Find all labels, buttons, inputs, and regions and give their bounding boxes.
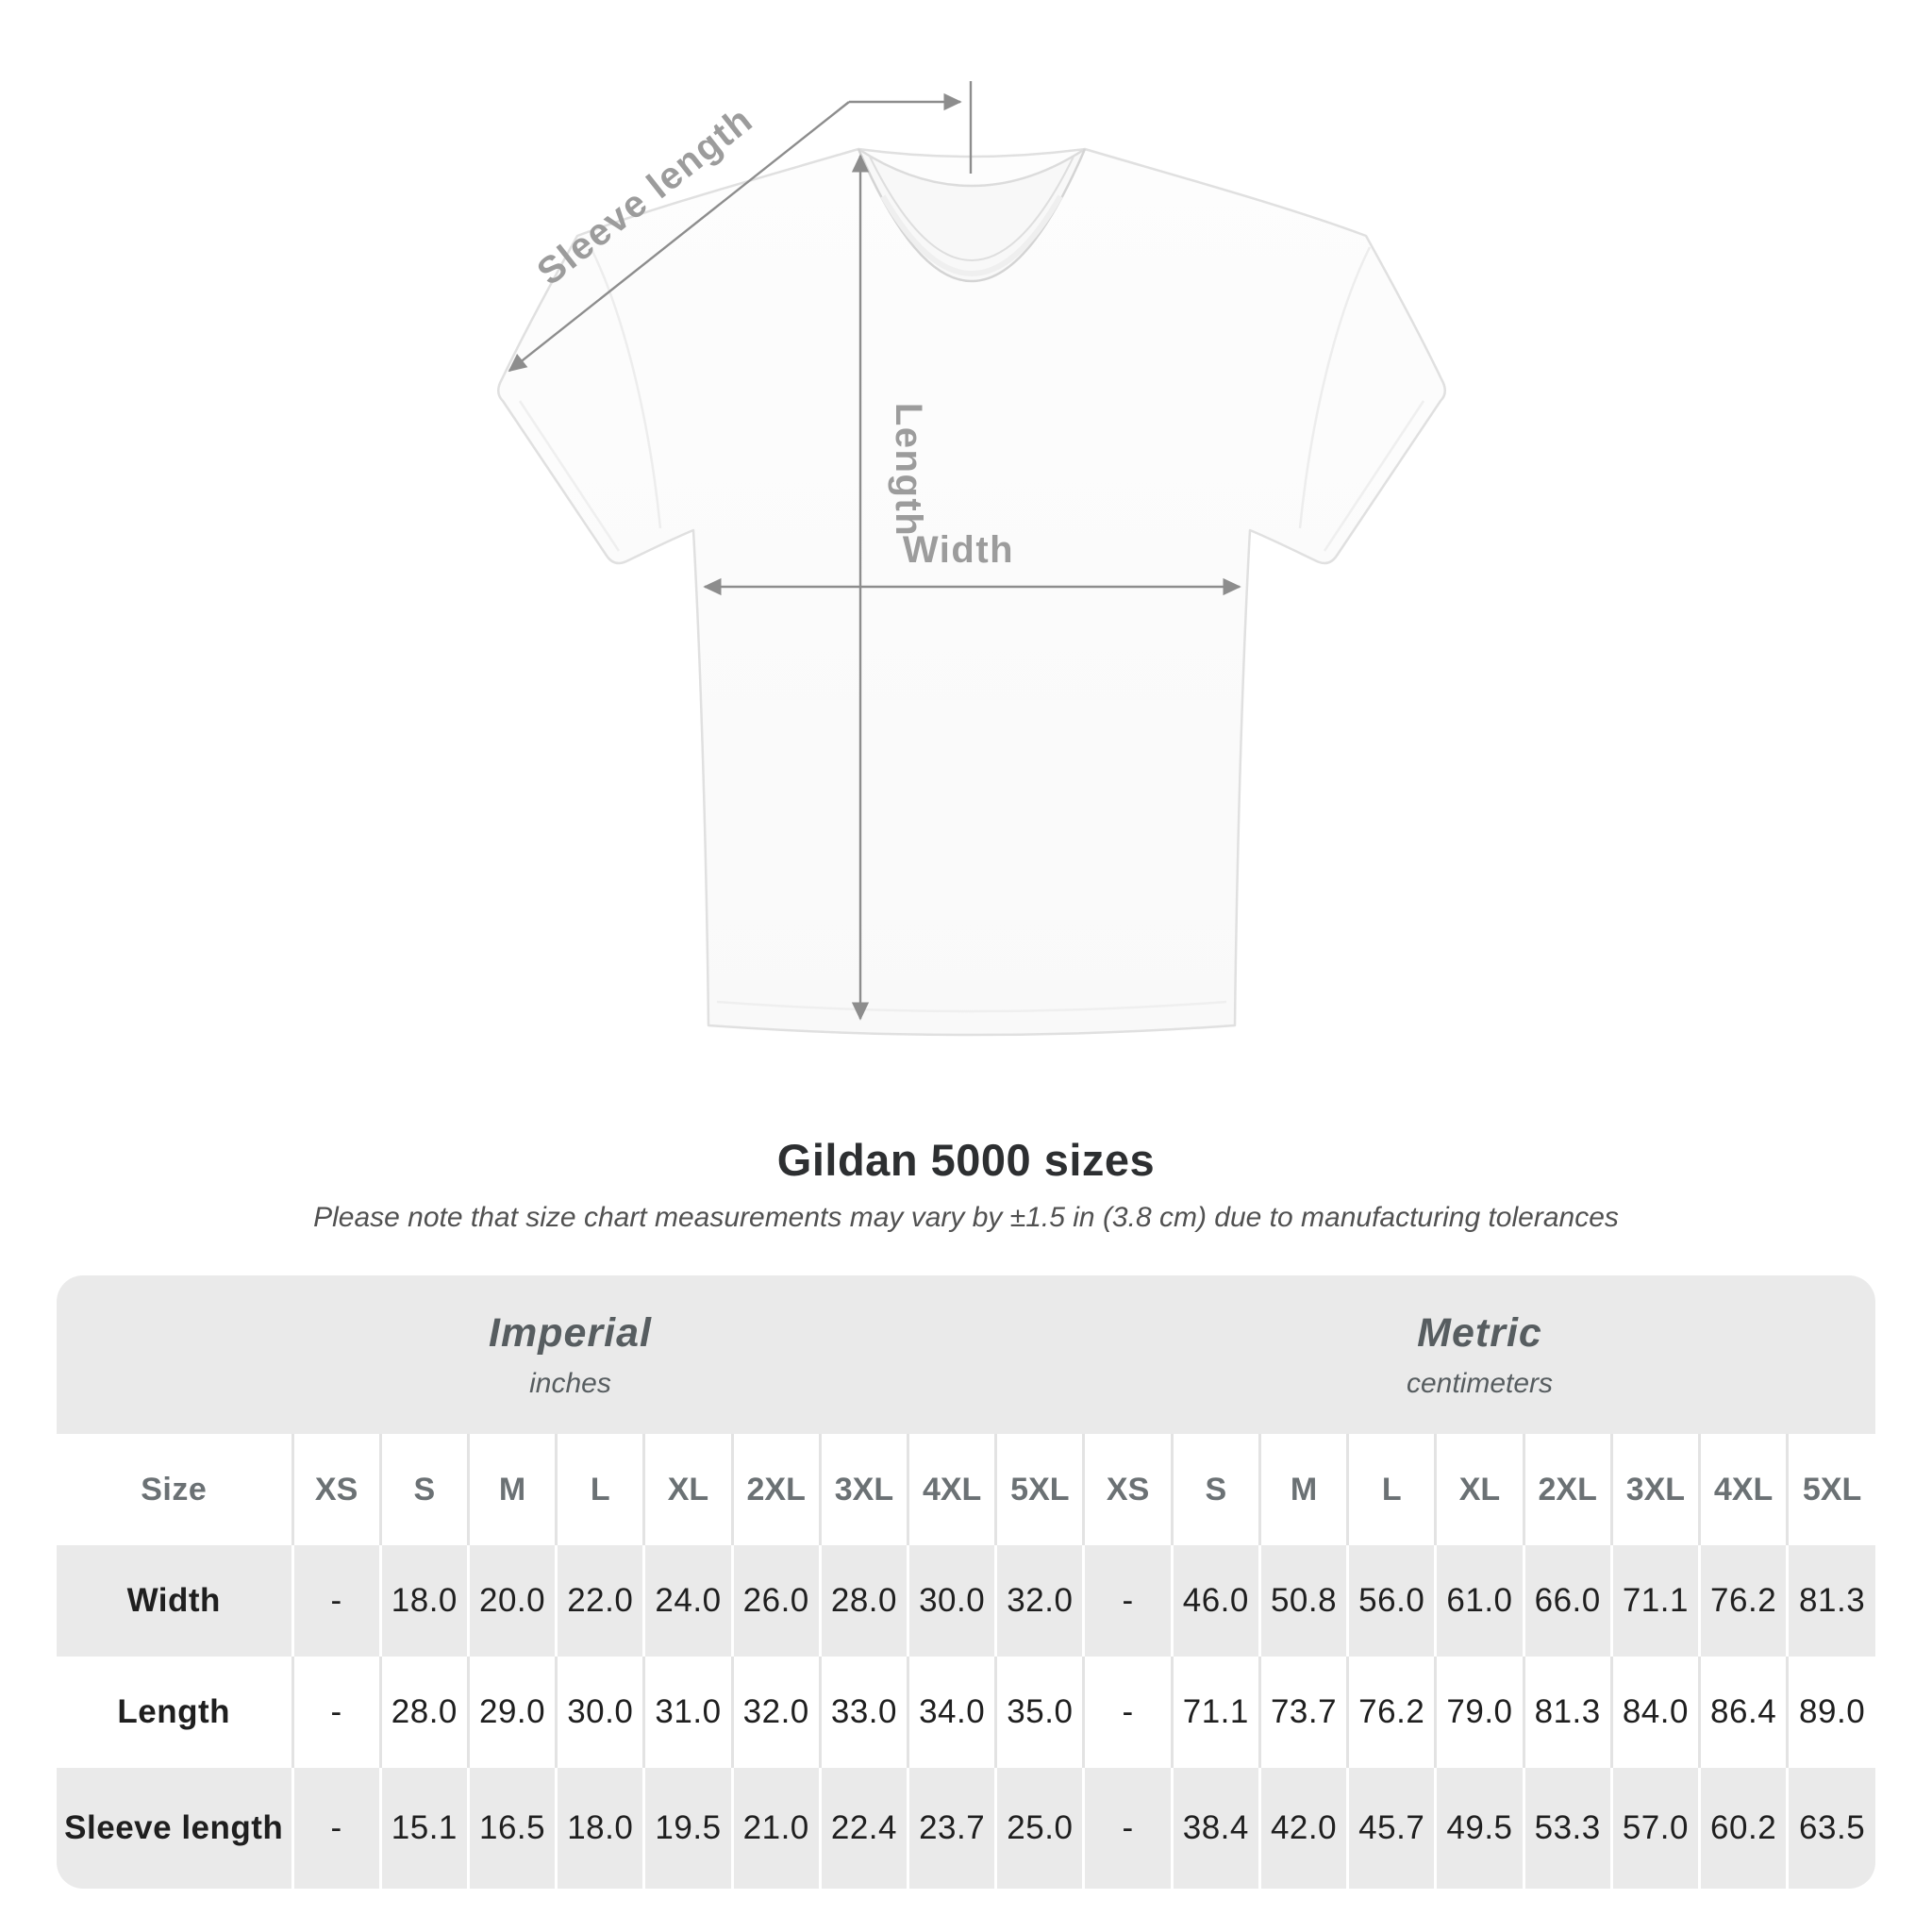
value-cell: 29.0 xyxy=(466,1657,557,1768)
size-header-label: Size xyxy=(57,1434,292,1545)
value-cell: 71.1 xyxy=(1170,1657,1260,1768)
metric-unit: centimeters xyxy=(1406,1367,1554,1399)
value-cell: 84.0 xyxy=(1609,1657,1700,1768)
value-cell: 24.0 xyxy=(642,1545,733,1657)
value-cell: 46.0 xyxy=(1170,1545,1260,1657)
value-cell: 61.0 xyxy=(1434,1545,1524,1657)
row-label: Length xyxy=(57,1657,292,1768)
size-col-header: L xyxy=(555,1434,644,1545)
value-cell: 86.4 xyxy=(1697,1657,1788,1768)
tshirt-graphic xyxy=(497,147,1446,1037)
size-col-header: XS xyxy=(291,1434,381,1545)
length-label: Length xyxy=(888,403,929,537)
size-col-header: 4XL xyxy=(1697,1434,1788,1545)
value-cell: 42.0 xyxy=(1257,1768,1348,1889)
tolerance-note: Please note that size chart measurements… xyxy=(313,1202,1619,1233)
length-row: Length - 28.0 29.0 30.0 31.0 32.0 33.0 3… xyxy=(57,1657,1875,1768)
size-col-header: 4XL xyxy=(907,1434,996,1545)
width-label: Width xyxy=(903,529,1014,571)
value-cell: 76.2 xyxy=(1697,1545,1788,1657)
value-cell: 26.0 xyxy=(730,1545,821,1657)
value-cell: 18.0 xyxy=(378,1545,469,1657)
value-cell: 34.0 xyxy=(907,1657,996,1768)
size-col-header: XS xyxy=(1082,1434,1173,1545)
value-cell: 28.0 xyxy=(818,1545,908,1657)
size-col-header: 2XL xyxy=(1522,1434,1612,1545)
imperial-group-header: Imperial inches xyxy=(57,1275,1084,1434)
size-col-header: L xyxy=(1346,1434,1436,1545)
size-table: Imperial inches Metric centimeters Size … xyxy=(57,1275,1875,1889)
value-cell: 32.0 xyxy=(730,1657,821,1768)
value-cell: - xyxy=(291,1657,381,1768)
value-cell: 25.0 xyxy=(994,1768,1084,1889)
value-cell: 50.8 xyxy=(1257,1545,1348,1657)
size-col-header: XL xyxy=(1434,1434,1524,1545)
row-label: Sleeve length xyxy=(57,1768,292,1889)
value-cell: 38.4 xyxy=(1170,1768,1260,1889)
size-col-header: S xyxy=(378,1434,469,1545)
value-cell: 89.0 xyxy=(1786,1657,1875,1768)
value-cell: 31.0 xyxy=(642,1657,733,1768)
tshirt-size-diagram: Sleeve length Length Width xyxy=(497,81,1446,1037)
size-col-header: 5XL xyxy=(1786,1434,1875,1545)
value-cell: 21.0 xyxy=(730,1768,821,1889)
value-cell: 19.5 xyxy=(642,1768,733,1889)
sleeve-length-row: Sleeve length - 15.1 16.5 18.0 19.5 21.0… xyxy=(57,1768,1875,1889)
imperial-label: Imperial xyxy=(489,1309,652,1356)
value-cell: 18.0 xyxy=(555,1768,644,1889)
value-cell: 22.0 xyxy=(555,1545,644,1657)
metric-label: Metric xyxy=(1417,1309,1542,1356)
value-cell: 35.0 xyxy=(994,1657,1084,1768)
value-cell: 32.0 xyxy=(994,1545,1084,1657)
value-cell: 57.0 xyxy=(1609,1768,1700,1889)
value-cell: 63.5 xyxy=(1786,1768,1875,1889)
size-col-header: 2XL xyxy=(730,1434,821,1545)
value-cell: 22.4 xyxy=(818,1768,908,1889)
value-cell: 66.0 xyxy=(1522,1545,1612,1657)
value-cell: - xyxy=(1082,1768,1173,1889)
value-cell: 28.0 xyxy=(378,1657,469,1768)
value-cell: 33.0 xyxy=(818,1657,908,1768)
value-cell: 15.1 xyxy=(378,1768,469,1889)
value-cell: 81.3 xyxy=(1522,1657,1612,1768)
value-cell: - xyxy=(1082,1657,1173,1768)
value-cell: 30.0 xyxy=(907,1545,996,1657)
value-cell: 49.5 xyxy=(1434,1768,1524,1889)
size-col-header: S xyxy=(1170,1434,1260,1545)
size-col-header: XL xyxy=(642,1434,733,1545)
value-cell: 76.2 xyxy=(1346,1657,1436,1768)
size-col-header: M xyxy=(1257,1434,1348,1545)
value-cell: 56.0 xyxy=(1346,1545,1436,1657)
size-col-header: 3XL xyxy=(1609,1434,1700,1545)
metric-group-header: Metric centimeters xyxy=(1083,1275,1875,1434)
value-cell: 79.0 xyxy=(1434,1657,1524,1768)
value-cell: 60.2 xyxy=(1697,1768,1788,1889)
value-cell: - xyxy=(291,1545,381,1657)
size-header-row: Size XS S M L XL 2XL 3XL 4XL 5XL XS S M … xyxy=(57,1434,1875,1545)
value-cell: - xyxy=(1082,1545,1173,1657)
value-cell: - xyxy=(291,1768,381,1889)
value-cell: 71.1 xyxy=(1609,1545,1700,1657)
size-table-grid: Imperial inches Metric centimeters Size … xyxy=(57,1275,1875,1889)
value-cell: 23.7 xyxy=(907,1768,996,1889)
imperial-unit: inches xyxy=(529,1367,611,1399)
value-cell: 20.0 xyxy=(466,1545,557,1657)
row-label: Width xyxy=(57,1545,292,1657)
unit-group-row: Imperial inches Metric centimeters xyxy=(57,1275,1875,1434)
size-col-header: 3XL xyxy=(818,1434,908,1545)
value-cell: 30.0 xyxy=(555,1657,644,1768)
sleeve-length-arrow xyxy=(508,81,973,373)
value-cell: 45.7 xyxy=(1346,1768,1436,1889)
value-cell: 73.7 xyxy=(1257,1657,1348,1768)
value-cell: 16.5 xyxy=(466,1768,557,1889)
page-title: Gildan 5000 sizes xyxy=(776,1135,1156,1185)
value-cell: 53.3 xyxy=(1522,1768,1612,1889)
size-col-header: M xyxy=(466,1434,557,1545)
value-cell: 81.3 xyxy=(1786,1545,1875,1657)
width-row: Width - 18.0 20.0 22.0 24.0 26.0 28.0 30… xyxy=(57,1545,1875,1657)
size-col-header: 5XL xyxy=(994,1434,1084,1545)
